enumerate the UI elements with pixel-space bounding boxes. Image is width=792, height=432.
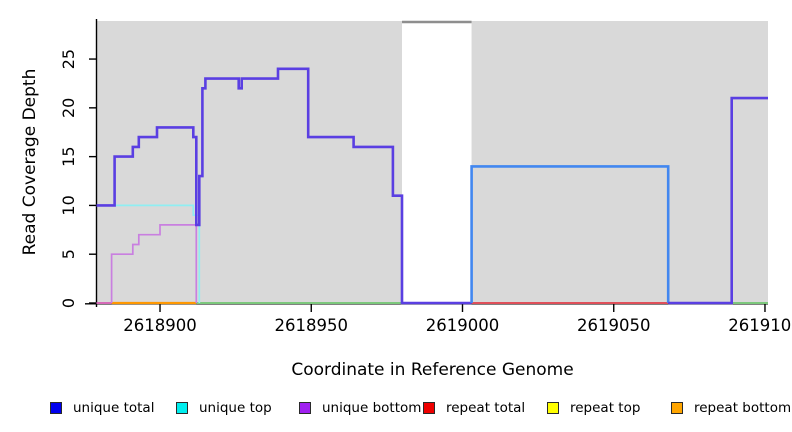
legend-item-repeat-total: repeat total <box>423 399 525 417</box>
legend-label: unique bottom <box>322 400 422 416</box>
x-tick-label: 2618950 <box>275 316 349 335</box>
legend-label: repeat total <box>446 400 526 416</box>
legend-item-repeat-bottom: repeat bottom <box>671 399 791 417</box>
legend-item-unique-total: unique total <box>50 399 154 417</box>
y-tick-label: 15 <box>59 146 78 166</box>
y-tick-label: 25 <box>59 49 78 69</box>
x-tick-label: 2619050 <box>577 316 651 335</box>
y-tick-label: 10 <box>59 195 78 215</box>
legend-label: unique top <box>199 400 272 416</box>
series-unique-total-left <box>96 67 472 305</box>
y-axis-title: Read Coverage Depth <box>20 68 40 256</box>
repeat-total-swatch-icon <box>423 402 435 414</box>
x-tick-label: 2618900 <box>123 316 197 335</box>
legend-item-unique-bottom: unique bottom <box>299 399 421 417</box>
legend: unique total unique top unique bottom re… <box>0 399 792 421</box>
series-unique-total-right <box>668 96 768 305</box>
x-tick-label: 2619100 <box>728 316 792 335</box>
series-unique-top <box>96 204 201 303</box>
unique-total-swatch-icon <box>50 402 62 414</box>
y-tick-label: 0 <box>59 298 78 308</box>
legend-label: repeat top <box>570 400 641 416</box>
repeat-top-swatch-icon <box>547 402 559 414</box>
alignment-gap-region <box>402 21 472 303</box>
unique-top-swatch-icon <box>176 402 188 414</box>
legend-label: repeat bottom <box>694 400 792 416</box>
repeat-bottom-swatch-icon <box>671 402 683 414</box>
x-axis-title: Coordinate in Reference Genome <box>291 360 574 380</box>
y-tick-label: 20 <box>59 98 78 118</box>
legend-item-repeat-top: repeat top <box>547 399 640 417</box>
legend-label: unique total <box>73 400 155 416</box>
x-tick-label: 2619000 <box>426 316 500 335</box>
unique-bottom-swatch-icon <box>299 402 311 414</box>
series-unique-total-mid <box>470 165 670 303</box>
series-unique-bottom <box>110 224 198 303</box>
y-tick-label: 5 <box>59 249 78 259</box>
legend-item-unique-top: unique top <box>176 399 272 417</box>
